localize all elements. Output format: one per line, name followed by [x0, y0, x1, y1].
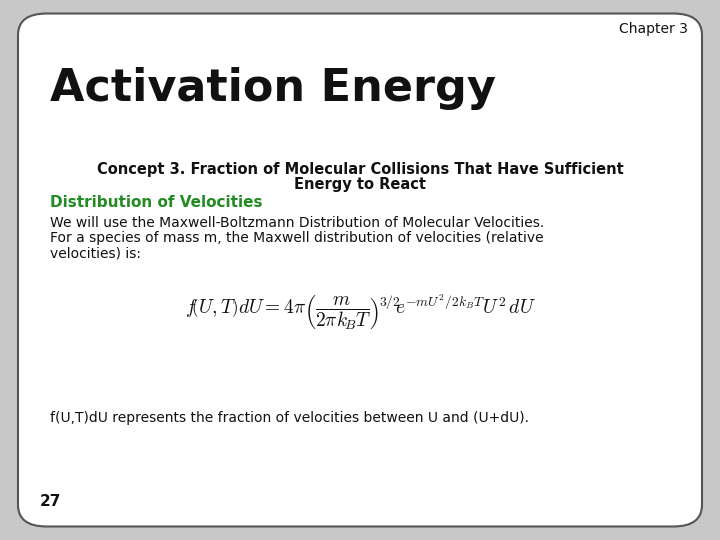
Text: Energy to React: Energy to React — [294, 177, 426, 192]
Text: f(U,T)dU represents the fraction of velocities between U and (U+dU).: f(U,T)dU represents the fraction of velo… — [50, 411, 529, 426]
Text: Concept 3. Fraction of Molecular Collisions That Have Sufficient: Concept 3. Fraction of Molecular Collisi… — [96, 162, 624, 177]
Text: 27: 27 — [40, 494, 61, 509]
Text: velocities) is:: velocities) is: — [50, 246, 141, 260]
Text: Activation Energy: Activation Energy — [50, 68, 496, 111]
Text: Chapter 3: Chapter 3 — [618, 22, 688, 36]
Text: For a species of mass m, the Maxwell distribution of velocities (relative: For a species of mass m, the Maxwell dis… — [50, 231, 544, 245]
Text: $f\!\left(U,T\right)dU = 4\pi \left(\dfrac{m}{2\pi k_{\!B} T}\right)^{\!3/2}\!\!: $f\!\left(U,T\right)dU = 4\pi \left(\dfr… — [184, 292, 536, 332]
Text: Distribution of Velocities: Distribution of Velocities — [50, 195, 263, 211]
Text: We will use the Maxwell-Boltzmann Distribution of Molecular Velocities.: We will use the Maxwell-Boltzmann Distri… — [50, 216, 544, 230]
